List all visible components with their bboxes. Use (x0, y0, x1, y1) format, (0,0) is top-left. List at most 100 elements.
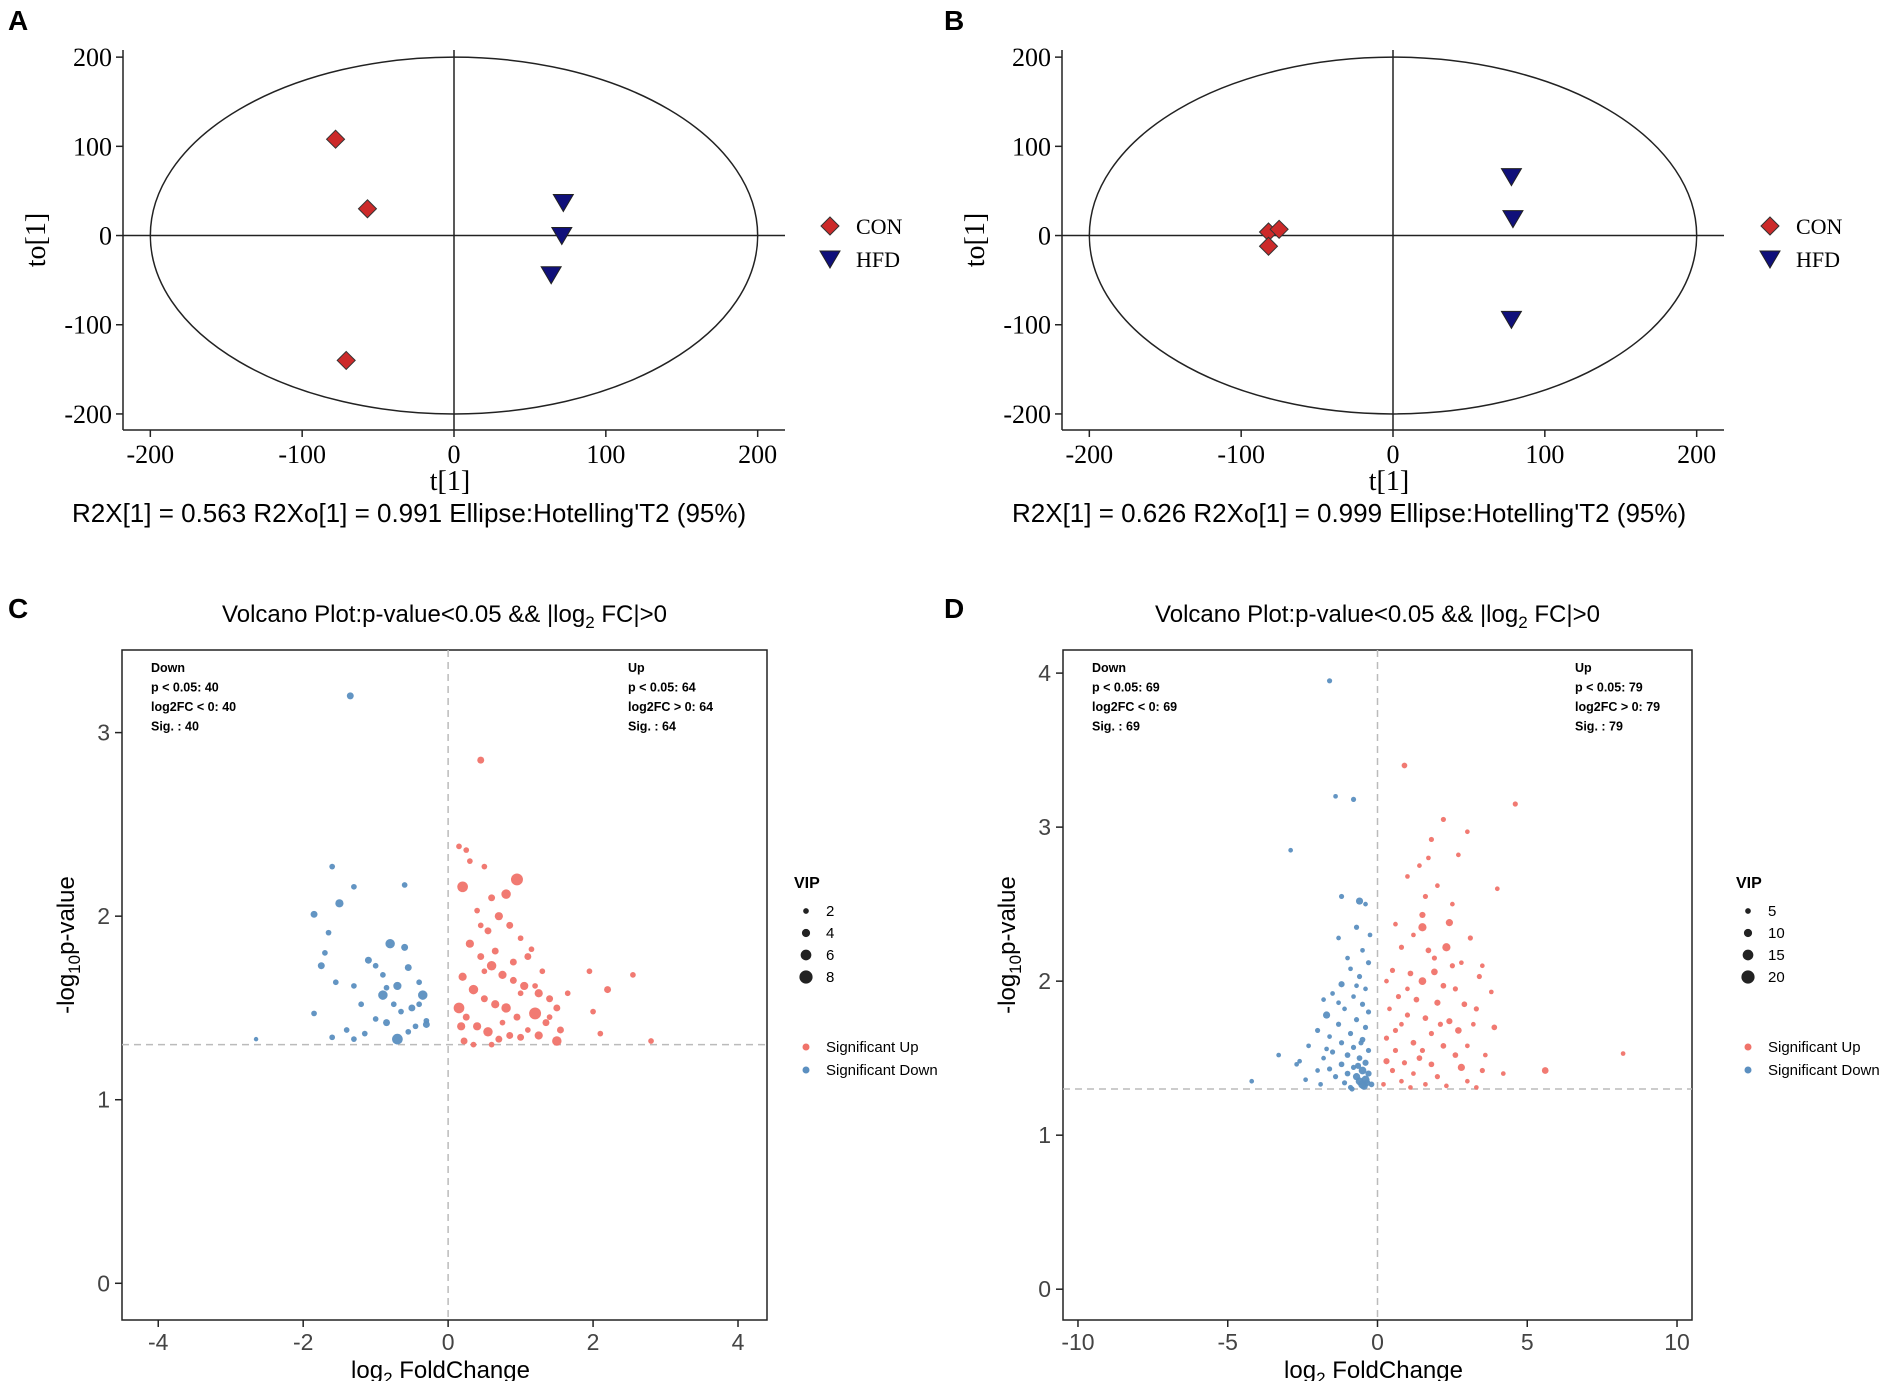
point-down (1338, 1040, 1345, 1046)
point-down (385, 938, 395, 949)
point-down (1368, 1081, 1375, 1088)
point-up (1418, 977, 1427, 985)
point-up (1442, 943, 1451, 952)
x-tick-label: 0 (1371, 1329, 1384, 1355)
point-down (1315, 1068, 1320, 1073)
point-up (590, 1008, 596, 1015)
point-up (1440, 816, 1446, 823)
y-tick-label: -100 (64, 311, 112, 340)
point-up (483, 1027, 493, 1037)
point-con (336, 350, 356, 371)
point-up (1452, 1052, 1459, 1058)
point-down (1365, 1070, 1372, 1077)
legend-color-key (802, 1066, 810, 1074)
point-up (1476, 973, 1482, 980)
point-up (1395, 993, 1402, 1000)
point-up (1500, 1071, 1506, 1076)
point-con (325, 129, 346, 149)
point-down (398, 1008, 404, 1015)
point-up (488, 1041, 495, 1048)
legend-color-key (802, 1043, 810, 1051)
point-down (343, 1027, 350, 1033)
point-down (416, 1001, 422, 1008)
point-up (524, 953, 532, 961)
point-up (1381, 1081, 1386, 1087)
point-up (1393, 921, 1398, 927)
x-tick-label: 10 (1664, 1329, 1690, 1355)
x-tick-label: 100 (1525, 440, 1564, 469)
point-down (1294, 1061, 1299, 1067)
legend-size-label: 6 (826, 947, 834, 964)
point-up (564, 990, 571, 997)
point-up (1620, 1051, 1626, 1056)
point-up (1449, 963, 1455, 969)
x-axis-label: t[1] (1369, 466, 1409, 497)
point-up (539, 968, 546, 975)
x-tick-label: -4 (148, 1329, 169, 1355)
y-tick-label: 1 (1038, 1122, 1051, 1148)
x-tick-label: 0 (442, 1329, 455, 1355)
point-up (532, 983, 538, 989)
legend-size-key (799, 970, 813, 984)
point-up (1446, 1018, 1453, 1025)
point-down (1297, 1058, 1302, 1064)
point-up (1461, 1001, 1468, 1008)
point-down (423, 1017, 430, 1024)
point-down (1341, 1080, 1348, 1086)
point-up (1440, 982, 1447, 989)
legend-size-label: 5 (1768, 903, 1776, 920)
point-up (556, 1026, 564, 1034)
x-tick-label: 4 (732, 1329, 745, 1355)
point-up (1435, 883, 1440, 889)
plot-frame (121, 649, 768, 1321)
point-up (460, 1037, 468, 1045)
point-down (412, 1023, 419, 1030)
point-down (1333, 793, 1338, 799)
y-axis-label: to[1] (960, 213, 991, 267)
point-up (528, 946, 535, 953)
point-down (1350, 1064, 1357, 1071)
point-hfd (1500, 168, 1523, 187)
model-footnote: R2X[1] = 0.626 R2Xo[1] = 0.999 Ellipse:H… (1012, 498, 1686, 528)
point-up (1413, 996, 1420, 1003)
point-up (481, 968, 488, 975)
point-up (534, 1031, 543, 1040)
point-up (1399, 1021, 1404, 1027)
point-up (509, 976, 517, 984)
point-up (604, 986, 612, 994)
panel-d: D Volcano Plot:p-value<0.05 && |log2 FC|>… (944, 593, 1880, 1381)
point-up (1488, 989, 1494, 995)
point-up (1437, 1021, 1443, 1027)
point-up (586, 968, 593, 975)
point-up (1465, 829, 1470, 835)
annotation-down: Down p < 0.05: 40 log2FC < 0: 40 Sig. : 40 (151, 661, 236, 734)
point-up (1431, 955, 1438, 961)
point-up (1399, 1078, 1404, 1084)
point-up (597, 1030, 604, 1037)
point-down (1348, 966, 1353, 972)
chart-title: Volcano Plot:p-value<0.05 && |log2 FC|>0 (222, 601, 667, 632)
point-up (542, 1019, 550, 1027)
point-down (1327, 1034, 1332, 1039)
point-down (1347, 1030, 1354, 1037)
point-down (416, 979, 422, 986)
legend-color-label: Significant Up (826, 1039, 919, 1056)
point-up (1479, 963, 1485, 969)
point-up (1389, 1067, 1396, 1074)
point-up (1465, 1078, 1470, 1084)
point-up (1398, 944, 1405, 950)
point-down (310, 910, 318, 918)
point-down (361, 1030, 368, 1037)
legend-key-con (820, 216, 840, 236)
legend-size-key (1741, 970, 1755, 984)
x-tick-label: -100 (1217, 440, 1265, 469)
point-up (494, 912, 503, 921)
y-tick-label: 0 (1038, 1276, 1051, 1302)
point-up (468, 984, 479, 995)
point-up (1392, 1027, 1399, 1034)
x-tick-label: 200 (1677, 440, 1716, 469)
point-up (465, 939, 474, 948)
point-down (1335, 1021, 1342, 1027)
point-up (506, 1032, 514, 1039)
point-down (351, 883, 357, 890)
